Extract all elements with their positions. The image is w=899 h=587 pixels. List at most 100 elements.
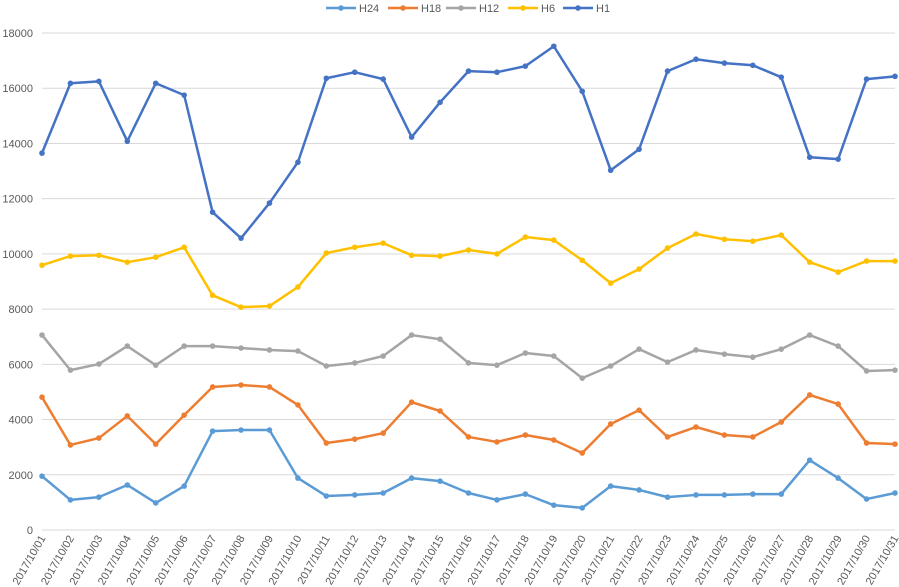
data-point xyxy=(522,63,529,69)
data-point xyxy=(380,490,387,496)
data-point xyxy=(39,262,45,269)
data-point xyxy=(465,434,472,440)
series-line-H6 xyxy=(41,232,895,309)
data-point xyxy=(181,92,187,98)
data-point xyxy=(607,421,614,427)
data-point xyxy=(778,346,785,352)
data-point xyxy=(806,392,813,398)
data-point xyxy=(579,375,586,381)
data-point xyxy=(494,439,500,445)
data-point xyxy=(721,236,728,243)
data-point xyxy=(209,428,216,434)
data-point xyxy=(465,68,472,74)
data-point xyxy=(835,475,841,481)
data-point xyxy=(437,478,443,484)
data-point xyxy=(494,251,500,257)
data-point xyxy=(39,332,45,338)
data-point xyxy=(636,266,642,272)
data-point xyxy=(494,362,500,368)
data-point xyxy=(209,209,216,215)
data-point xyxy=(579,450,586,456)
data-point xyxy=(96,435,102,441)
data-point xyxy=(408,399,415,405)
legend-label: H1 xyxy=(596,3,610,15)
series-line-H18 xyxy=(40,383,896,455)
data-point xyxy=(721,432,728,438)
y-tick-label: 8000 xyxy=(9,304,33,316)
data-point xyxy=(664,245,671,251)
data-point xyxy=(266,384,273,390)
data-point xyxy=(181,244,187,251)
data-point xyxy=(636,407,642,413)
data-point xyxy=(522,491,529,497)
y-tick-label: 16000 xyxy=(2,83,33,95)
data-point xyxy=(295,402,301,408)
legend-marker xyxy=(458,5,464,11)
data-point xyxy=(238,345,244,351)
data-point xyxy=(892,258,898,264)
data-point xyxy=(607,167,614,174)
data-point xyxy=(266,303,273,309)
legend-item-H1: H1 xyxy=(563,3,610,15)
y-tick-label: 6000 xyxy=(9,359,33,371)
data-point xyxy=(750,434,756,440)
data-point xyxy=(892,490,898,496)
data-point xyxy=(721,60,728,66)
data-point xyxy=(778,232,785,238)
data-point xyxy=(295,159,301,166)
series-H1 xyxy=(39,43,898,241)
data-point xyxy=(778,74,785,80)
data-point xyxy=(778,491,785,497)
data-point xyxy=(863,496,870,502)
data-point xyxy=(124,343,131,349)
data-point xyxy=(152,500,159,506)
data-point xyxy=(323,75,330,82)
legend-marker xyxy=(338,5,344,11)
legend-item-H18: H18 xyxy=(388,3,441,15)
data-point xyxy=(67,442,74,448)
data-point xyxy=(181,412,187,418)
data-point xyxy=(835,401,841,407)
data-point xyxy=(551,353,557,359)
data-point xyxy=(408,134,415,140)
y-tick-label: 14000 xyxy=(2,138,33,150)
data-point xyxy=(152,80,159,87)
data-point xyxy=(579,257,586,264)
data-point xyxy=(238,304,244,310)
data-point xyxy=(323,250,330,256)
data-point xyxy=(579,505,586,511)
data-point xyxy=(892,441,898,447)
data-point xyxy=(96,494,102,500)
data-point xyxy=(266,200,273,206)
data-point xyxy=(607,280,614,286)
y-axis: 0 2000 4000 6000 8000 10000 12000 14000 16000 180… xyxy=(2,28,33,537)
data-point xyxy=(380,240,387,246)
data-point xyxy=(721,351,728,357)
data-point xyxy=(39,394,45,400)
series-lines xyxy=(39,43,898,511)
data-point xyxy=(124,138,131,145)
data-point xyxy=(181,343,187,349)
y-tick-label: 2000 xyxy=(9,470,33,482)
data-point xyxy=(238,382,244,388)
data-point xyxy=(181,483,187,489)
data-point xyxy=(67,367,74,373)
data-point xyxy=(522,432,529,438)
data-point xyxy=(209,292,216,299)
data-point xyxy=(124,413,131,419)
data-point xyxy=(67,80,74,87)
data-point xyxy=(124,259,131,265)
data-point xyxy=(351,244,358,251)
data-point xyxy=(693,56,699,63)
data-point xyxy=(664,68,671,74)
data-point xyxy=(551,437,557,443)
data-point xyxy=(152,362,159,368)
series-line-H24 xyxy=(41,428,896,510)
data-point xyxy=(664,434,671,440)
data-point xyxy=(96,361,102,367)
data-point xyxy=(551,237,557,243)
data-point xyxy=(806,457,813,463)
data-point xyxy=(636,146,642,153)
data-point xyxy=(437,99,443,106)
legend-label: H24 xyxy=(359,3,379,15)
